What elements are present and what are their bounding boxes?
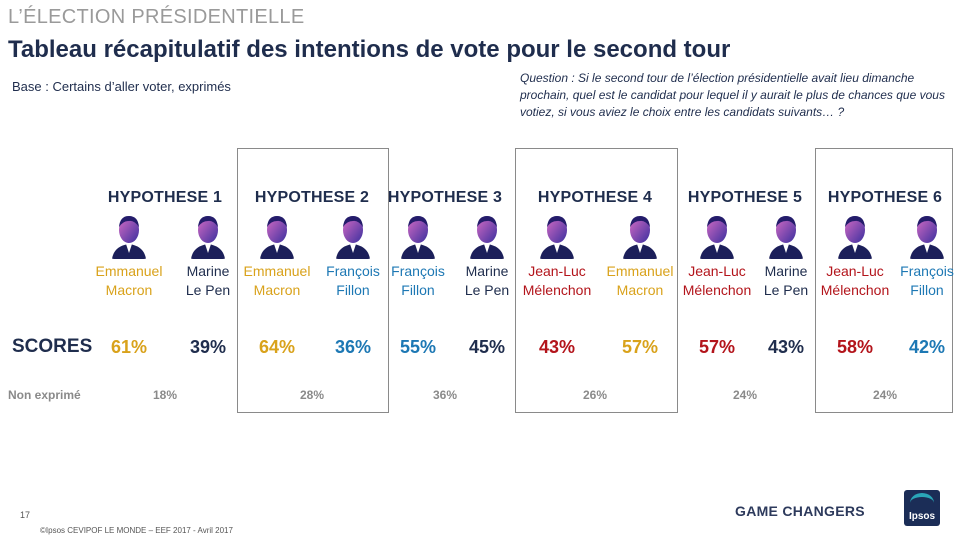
melenchon-portrait-icon (698, 213, 736, 259)
ipsos-logo-text: Ipsos (908, 511, 936, 522)
candidate-score: 55% (399, 337, 437, 357)
hypothesis-6-frame (815, 148, 953, 413)
ipsos-logo: Ipsos (904, 490, 940, 526)
candidate-score: 36% (334, 337, 372, 357)
candidate-name: François Fillon (312, 262, 394, 300)
non-exprime-row-label: Non exprimé (8, 388, 81, 402)
slide-title: Tableau récapitulatif des intentions de … (8, 36, 731, 63)
candidate-last-name: Le Pen (464, 282, 510, 298)
candidate-last-name: Fillon (401, 282, 435, 298)
candidate-last-name: Fillon (910, 282, 944, 298)
non-exprime-value: 26% (582, 388, 608, 402)
fillon-portrait-icon (334, 213, 372, 259)
candidate-first-name: François (326, 263, 380, 279)
melenchon-portrait-icon (538, 213, 576, 259)
hypothesis-6-title: HYPOTHESE 6 (827, 189, 943, 206)
candidate-score: 64% (258, 337, 296, 357)
macron-portrait-icon (621, 213, 659, 259)
candidate-first-name: François (391, 263, 445, 279)
candidate-score: 43% (767, 337, 805, 357)
hypothesis-4-frame (515, 148, 678, 413)
lepen-portrait-icon (189, 213, 227, 259)
candidate-score: 42% (908, 337, 946, 357)
non-exprime-value: 36% (432, 388, 458, 402)
ipsos-swoosh-icon (910, 493, 934, 513)
hypothesis-2-title: HYPOTHESE 2 (254, 189, 370, 206)
candidate-last-name: Le Pen (185, 282, 231, 298)
base-note: Base : Certains d’aller voter, exprimés (12, 79, 231, 94)
game-changers-tagline: GAME CHANGERS (735, 503, 865, 519)
non-exprime-value: 18% (152, 388, 178, 402)
candidate-score: 58% (836, 337, 874, 357)
section-kicker: L’ÉLECTION PRÉSIDENTIELLE (8, 6, 305, 28)
candidate-first-name: Marine (186, 263, 230, 279)
candidate-first-name: Marine (764, 263, 808, 279)
macron-portrait-icon (258, 213, 296, 259)
candidate-first-name: Marine (465, 263, 509, 279)
candidate-first-name: Emmanuel (243, 263, 311, 279)
candidate-score: 45% (468, 337, 506, 357)
candidate-name: Emmanuel Macron (236, 262, 318, 300)
question-text: Question : Si le second tour de l’électi… (520, 71, 945, 119)
candidate-score: 57% (698, 337, 736, 357)
candidate-last-name: Mélenchon (522, 282, 592, 298)
candidate-last-name: Mélenchon (820, 282, 890, 298)
hypothesis-2-frame (237, 148, 389, 413)
hypothesis-1-title: HYPOTHESE 1 (107, 189, 223, 206)
non-exprime-value: 24% (872, 388, 898, 402)
candidate-name: Marine Le Pen (167, 262, 249, 300)
candidate-name: Marine Le Pen (745, 262, 827, 300)
candidate-last-name: Fillon (336, 282, 370, 298)
candidate-name: François Fillon (377, 262, 459, 300)
non-exprime-value: 24% (732, 388, 758, 402)
candidate-first-name: Jean-Luc (688, 263, 746, 279)
candidate-score: 39% (189, 337, 227, 357)
candidate-first-name: Jean-Luc (528, 263, 586, 279)
candidate-first-name: Jean-Luc (826, 263, 884, 279)
melenchon-portrait-icon (836, 213, 874, 259)
candidate-last-name: Macron (105, 282, 153, 298)
candidate-first-name: François (900, 263, 954, 279)
page-number: 17 (20, 510, 31, 520)
candidate-last-name: Macron (253, 282, 301, 298)
candidate-name: Emmanuel Macron (599, 262, 681, 300)
candidate-score: 57% (621, 337, 659, 357)
candidate-name: Emmanuel Macron (88, 262, 170, 300)
candidate-score: 61% (110, 337, 148, 357)
hypothesis-5-title: HYPOTHESE 5 (687, 189, 803, 206)
macron-portrait-icon (110, 213, 148, 259)
candidate-last-name: Mélenchon (682, 282, 752, 298)
fillon-portrait-icon (908, 213, 946, 259)
scores-row-label: SCORES (12, 336, 93, 357)
candidate-name: Jean-Luc Mélenchon (676, 262, 758, 300)
hypothesis-4-title: HYPOTHESE 4 (537, 189, 653, 206)
lepen-portrait-icon (468, 213, 506, 259)
candidate-last-name: Macron (616, 282, 664, 298)
candidate-last-name: Le Pen (763, 282, 809, 298)
copyright-footer: ©Ipsos CEVIPOF LE MONDE – EEF 2017 - Avr… (40, 526, 233, 535)
candidate-name: Jean-Luc Mélenchon (814, 262, 896, 300)
lepen-portrait-icon (767, 213, 805, 259)
candidate-name: Jean-Luc Mélenchon (516, 262, 598, 300)
candidate-name: François Fillon (886, 262, 959, 300)
candidate-first-name: Emmanuel (606, 263, 674, 279)
hypothesis-3-title: HYPOTHESE 3 (387, 189, 503, 206)
candidate-score: 43% (538, 337, 576, 357)
non-exprime-value: 28% (299, 388, 325, 402)
candidate-name: Marine Le Pen (446, 262, 528, 300)
candidate-first-name: Emmanuel (95, 263, 163, 279)
fillon-portrait-icon (399, 213, 437, 259)
